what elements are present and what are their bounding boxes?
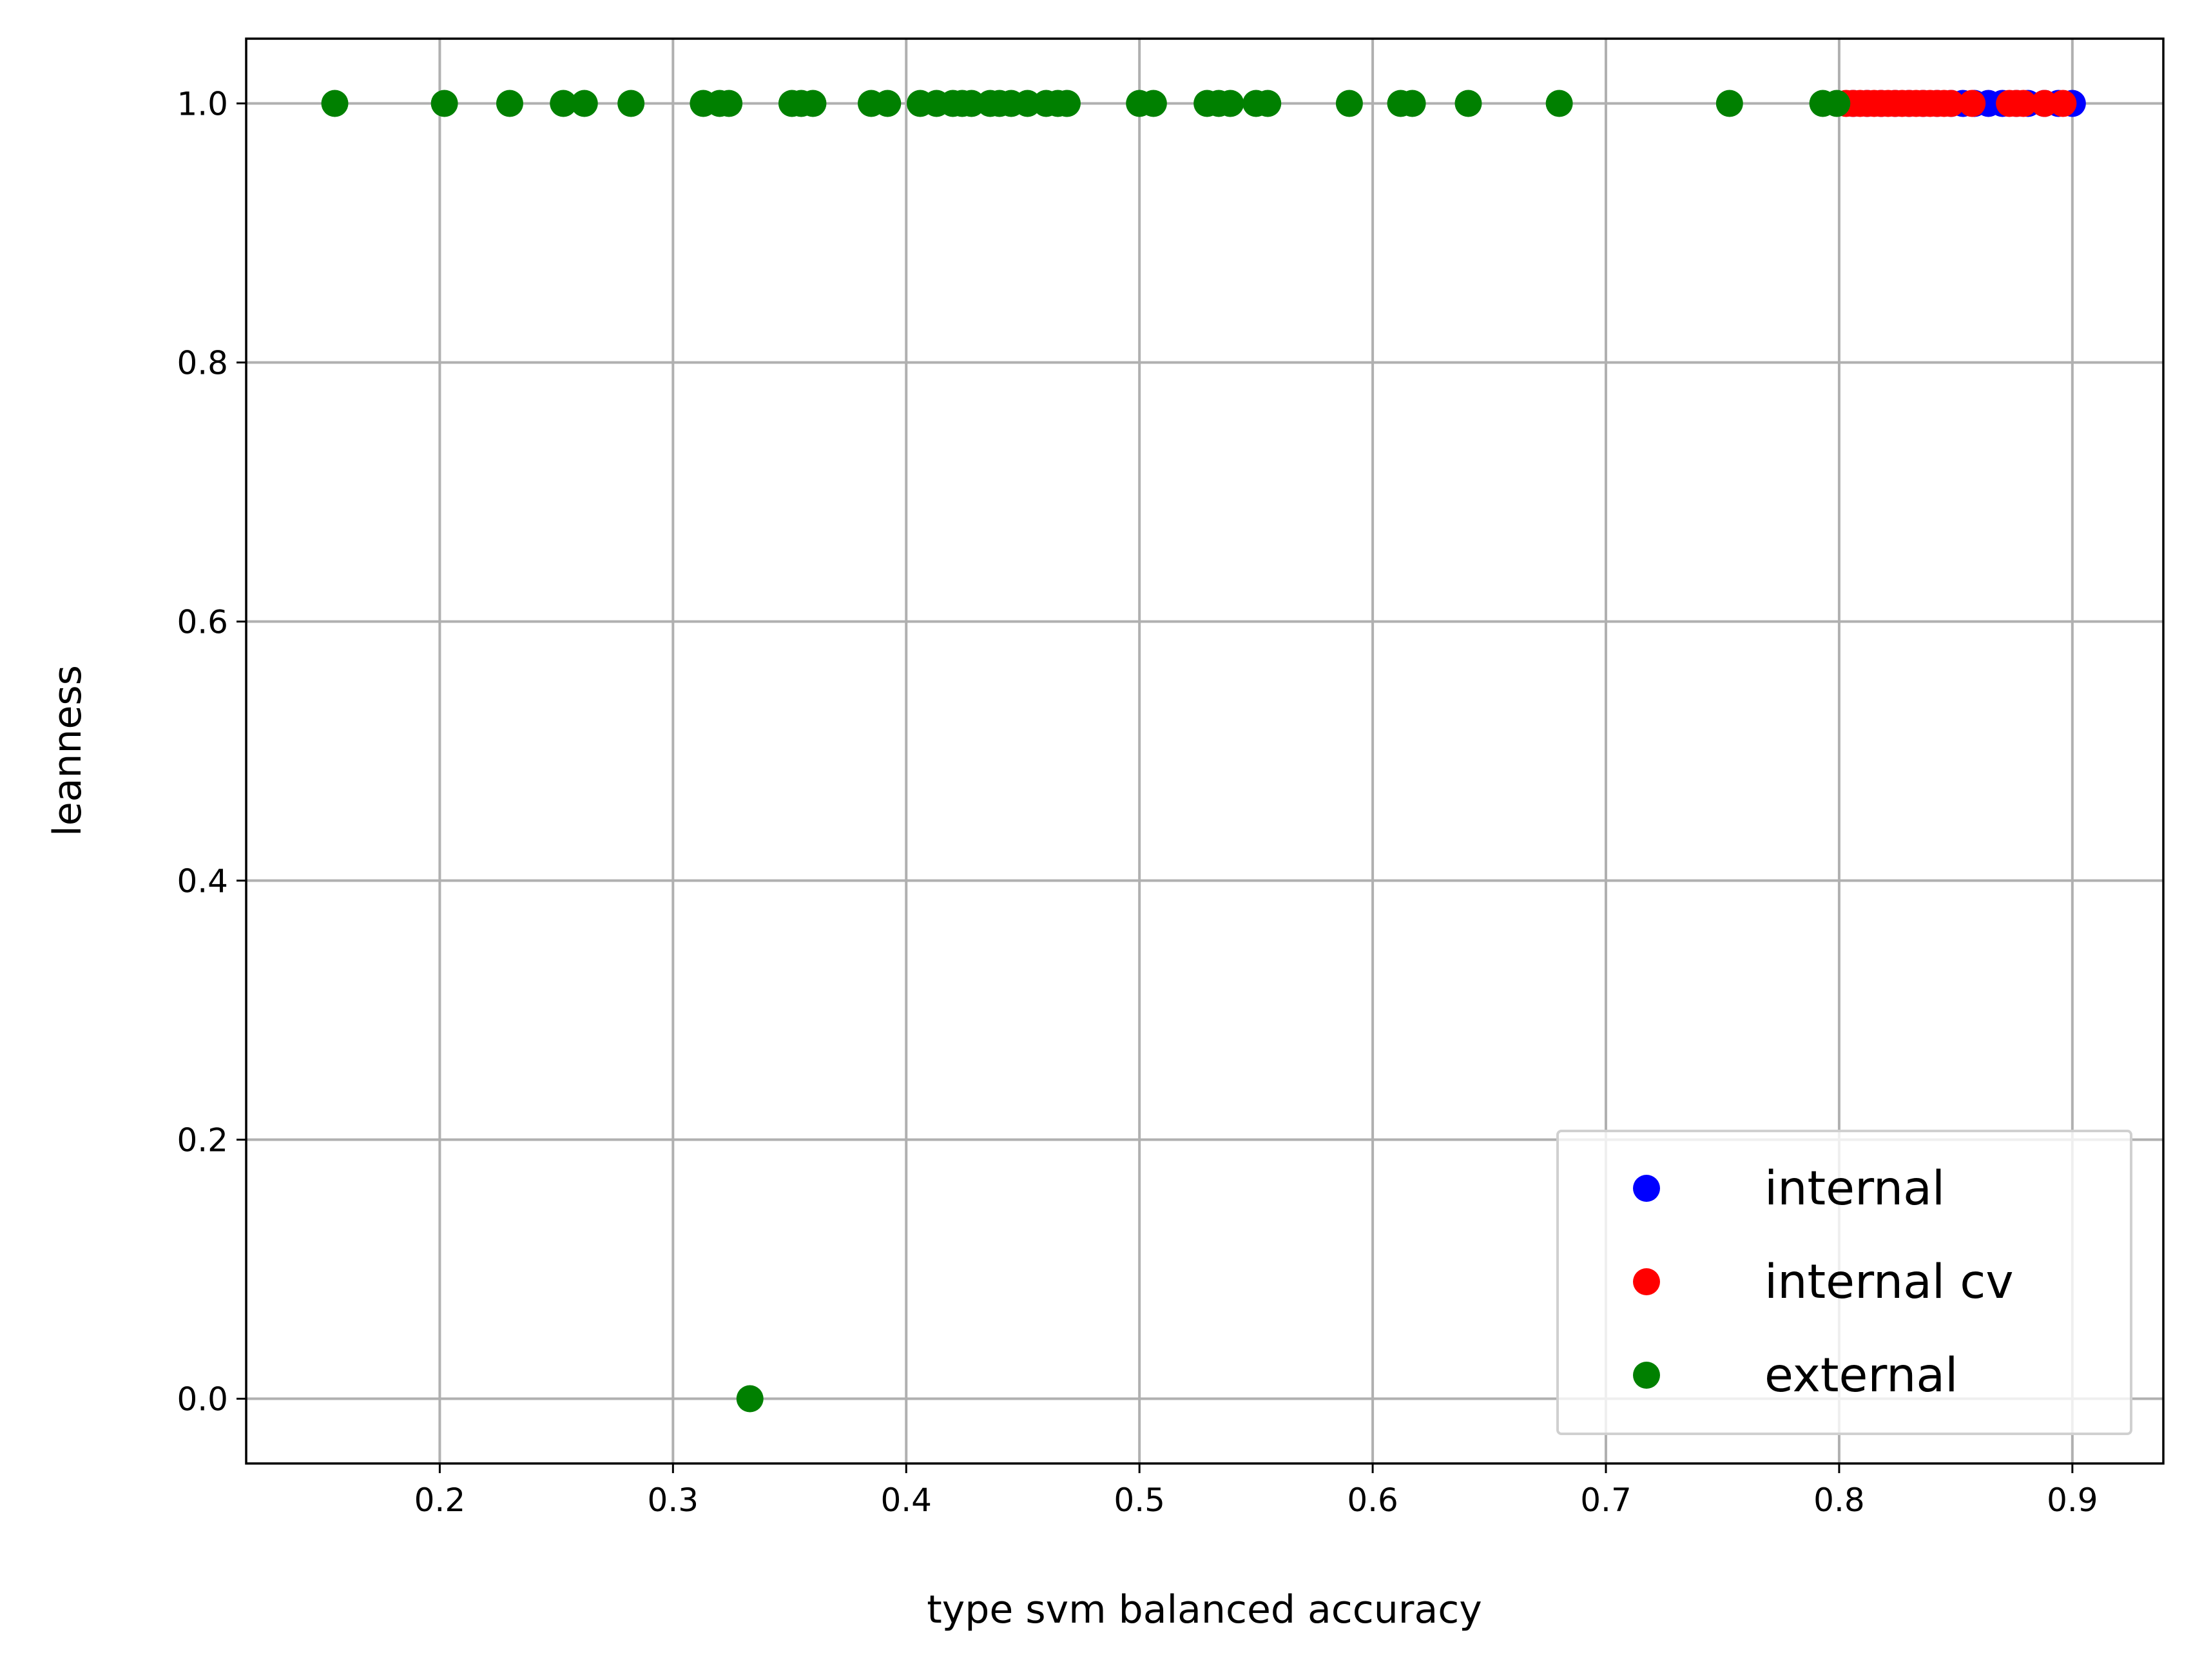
external-point [715,90,743,117]
data-points [321,90,2086,1413]
y-tick-label: 0.6 [177,604,228,641]
external-point [321,90,349,117]
external-point [1545,90,1573,117]
legend-marker-internal [1633,1175,1660,1202]
external-point [1217,90,1244,117]
x-tick-label: 0.6 [1347,1482,1398,1519]
external-point [1715,90,1743,117]
external-point [1254,90,1282,117]
y-tick-label: 1.0 [177,86,228,123]
y-tick-label: 0.0 [177,1381,228,1418]
external-point [570,90,598,117]
x-tick-label: 0.9 [2047,1482,2098,1519]
legend-marker-internal-cv [1633,1268,1660,1295]
external-point [1335,90,1363,117]
legend-box [1556,1130,2132,1435]
y-axis-title: leanness [45,665,90,836]
x-tick-label: 0.4 [880,1482,932,1519]
internal-cv-point [1958,90,1986,117]
legend-label-internal: internal [1764,1161,1945,1216]
internal-cv-point [1937,90,1965,117]
external-point [799,90,827,117]
x-tick-label: 0.5 [1114,1482,1165,1519]
external-point [874,90,902,117]
external-point [736,1385,764,1413]
legend: internal internal cv external [1556,1130,2132,1435]
external-point [958,90,985,117]
internal-cv-point [2031,90,2058,117]
external-point [1053,90,1081,117]
x-tick-label: 0.8 [1813,1482,1865,1519]
external-point [1823,90,1851,117]
external-point [1139,90,1167,117]
external-point [496,90,523,117]
legend-label-external: external [1764,1348,1958,1403]
external-point [550,90,577,117]
internal-cv-point [2009,90,2037,117]
x-tick-label: 0.3 [648,1482,699,1519]
external-point [617,90,645,117]
external-point [1454,90,1482,117]
y-tick-label: 0.2 [177,1122,228,1159]
external-point [430,90,458,117]
external-point [1398,90,1426,117]
internal-cv-point [2049,90,2077,117]
plot-frame [245,37,2165,1465]
external-point [1014,90,1041,117]
x-tick-label: 0.7 [1580,1482,1632,1519]
x-tick-label: 0.2 [414,1482,466,1519]
axis-ticks: 0.2 0.3 0.4 0.5 0.6 0.7 0.8 0.9 0.0 0.2 0.4 0.6 0.8 1… [177,86,2098,1520]
legend-marker-external [1633,1362,1660,1389]
y-tick-label: 0.4 [177,863,228,900]
legend-label-internal-cv: internal cv [1764,1255,2014,1309]
y-tick-label: 0.8 [177,345,228,382]
x-axis-title: type svm balanced accuracy [927,1587,1482,1632]
